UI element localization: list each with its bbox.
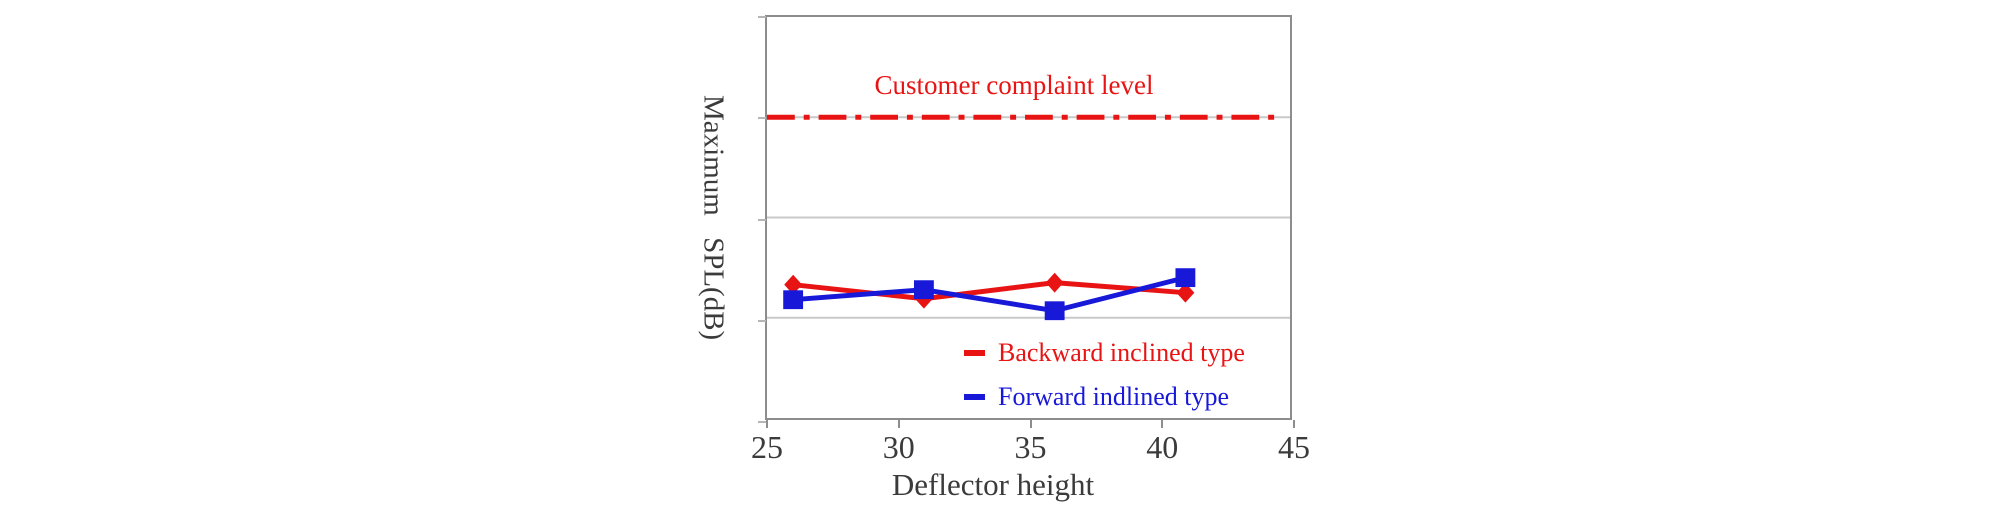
legend-label: Backward inclined type	[998, 338, 1245, 367]
y-tick-mark	[758, 421, 766, 423]
legend-dash-icon	[964, 393, 985, 400]
plot-area: Customer complaint level Backward inclin…	[751, 15, 1310, 463]
reference-line-label: Customer complaint level	[874, 70, 1154, 100]
x-tick-label: 25	[751, 429, 783, 465]
x-tick-label: 40	[1146, 429, 1179, 465]
x-tick-mark	[1293, 420, 1295, 428]
y-tick-mark	[758, 117, 766, 120]
legend-item: Backward inclined type	[964, 337, 1245, 368]
y-tick-mark	[758, 16, 766, 18]
marker-square	[1175, 268, 1196, 288]
series-line	[792, 280, 1186, 302]
plot-svg	[767, 114, 1290, 321]
marker-square	[913, 280, 934, 300]
x-tick-mark	[1029, 420, 1032, 428]
x-tick-label: 45	[1278, 429, 1310, 465]
y-tick-mark	[758, 218, 766, 221]
y-axis-title-wrap: Maximum SPL(dB)	[694, 15, 732, 420]
legend-dash-icon	[964, 349, 985, 356]
legend-item: Forward indlined type	[964, 381, 1245, 412]
marker-square	[783, 290, 804, 310]
x-axis-title: Deflector height	[891, 467, 1095, 502]
marker-square	[1044, 301, 1065, 321]
x-tick-mark	[897, 420, 900, 428]
marker-diamond	[1045, 272, 1064, 293]
y-axis-title: Maximum SPL(dB)	[697, 94, 730, 341]
y-tick-mark	[758, 319, 766, 322]
legend-label: Forward indlined type	[998, 382, 1230, 412]
x-tick-mark	[1161, 420, 1164, 428]
legend: Backward inclined type Forward indlined t…	[964, 337, 1245, 425]
x-tick-label: 30	[882, 429, 915, 465]
series-line	[792, 275, 1187, 314]
x-tick-label: 35	[1014, 429, 1047, 465]
x-tick-mark	[766, 420, 768, 428]
marker-diamond	[1176, 282, 1195, 303]
